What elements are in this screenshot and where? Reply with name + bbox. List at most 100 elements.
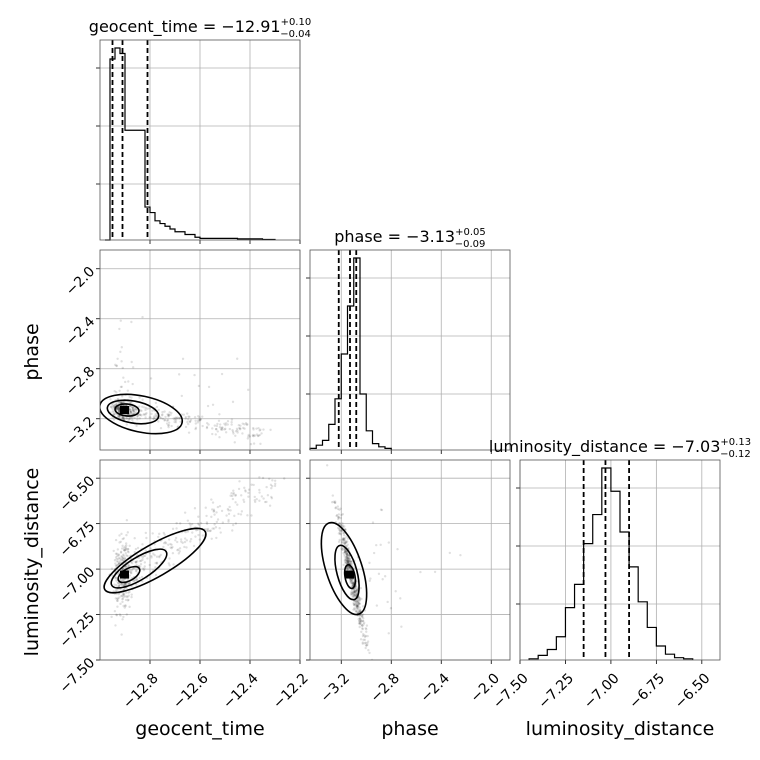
sample-point (117, 406, 120, 409)
sample-point (162, 545, 165, 549)
density-contours (320, 521, 368, 616)
sample-point (356, 606, 360, 609)
sample-point (151, 409, 154, 412)
sample-point (118, 613, 121, 616)
sample-point (356, 602, 360, 605)
sample-point (130, 561, 134, 565)
sample-point (205, 426, 209, 430)
sample-point (244, 490, 247, 493)
sample-point (128, 408, 132, 411)
sample-point (119, 319, 122, 322)
sample-point (123, 588, 126, 591)
sample-point (113, 389, 116, 393)
sample-point (118, 541, 121, 544)
sample-point (351, 595, 354, 598)
sample-point (183, 545, 186, 549)
panel-frame (309, 249, 511, 451)
sample-point (377, 572, 381, 576)
sample-point (159, 553, 163, 557)
sample-point (189, 526, 192, 529)
sample-point (118, 559, 122, 563)
sample-point (134, 561, 138, 564)
sample-point (211, 527, 214, 530)
sample-point (153, 553, 156, 557)
sample-point (118, 562, 121, 565)
sample-point (345, 552, 348, 555)
sample-point (122, 537, 126, 540)
sample-point (358, 610, 362, 613)
sample-point (194, 535, 197, 538)
sample-point (337, 516, 340, 520)
sample-point (131, 406, 134, 409)
sample-point (125, 613, 129, 616)
sample-point (121, 416, 125, 419)
sample-point (115, 579, 118, 582)
sample-point (128, 417, 132, 420)
sample-point (133, 416, 136, 420)
sample-point (348, 558, 351, 561)
sample-point (237, 426, 241, 430)
sample-point (355, 590, 359, 593)
sample-point (130, 569, 134, 572)
sample-point (343, 550, 347, 554)
sample-point (220, 372, 224, 376)
sample-point (215, 511, 218, 514)
sample-point (178, 522, 182, 525)
sample-point (125, 417, 129, 420)
sample-point (358, 622, 361, 626)
sample-point (226, 420, 230, 423)
sample-point (345, 561, 348, 564)
sample-point (173, 418, 176, 421)
sample-point (365, 644, 368, 647)
sample-point (337, 515, 340, 519)
sample-point (256, 434, 260, 438)
sample-point (346, 560, 350, 564)
sample-point (121, 537, 124, 541)
sample-point (136, 415, 139, 419)
sample-point (218, 504, 222, 508)
sample-point (205, 425, 209, 429)
sample-point (154, 401, 158, 405)
sample-point (354, 589, 358, 592)
sample-point (121, 618, 124, 621)
sample-point (260, 432, 263, 435)
sample-point (253, 434, 257, 437)
sample-point (113, 559, 117, 562)
y-tick-label: −6.50 (57, 473, 99, 515)
sample-point (124, 551, 127, 555)
sample-point (360, 613, 363, 617)
sample-point (345, 559, 349, 562)
sample-point (343, 541, 347, 545)
sample-point (112, 405, 115, 408)
sample-point (341, 548, 344, 551)
sample-point (352, 601, 355, 605)
sample-point (341, 538, 345, 542)
sample-point (117, 415, 121, 418)
sample-point (127, 563, 130, 566)
sample-point (121, 400, 125, 404)
sample-point (125, 423, 128, 426)
sample-point (164, 542, 168, 545)
histogram-luminosity-distance (528, 467, 694, 660)
sample-point (353, 593, 357, 597)
sample-point (228, 505, 231, 509)
sample-point (351, 581, 354, 584)
y-tick-label: −2.4 (63, 314, 98, 349)
sample-point (122, 549, 126, 552)
sample-point (357, 611, 360, 614)
sample-point (172, 563, 175, 566)
sample-point (266, 494, 270, 497)
sample-point (239, 427, 242, 430)
sample-point (117, 553, 120, 556)
sample-point (127, 419, 130, 422)
sample-point (149, 547, 153, 550)
sample-point (123, 584, 126, 587)
sample-point (113, 404, 116, 407)
sample-point (131, 406, 134, 409)
sample-point (330, 501, 334, 504)
sample-point (152, 417, 155, 420)
sample-point (120, 360, 123, 363)
sample-point (180, 540, 183, 543)
sample-point (127, 380, 130, 383)
sample-point (337, 540, 341, 543)
